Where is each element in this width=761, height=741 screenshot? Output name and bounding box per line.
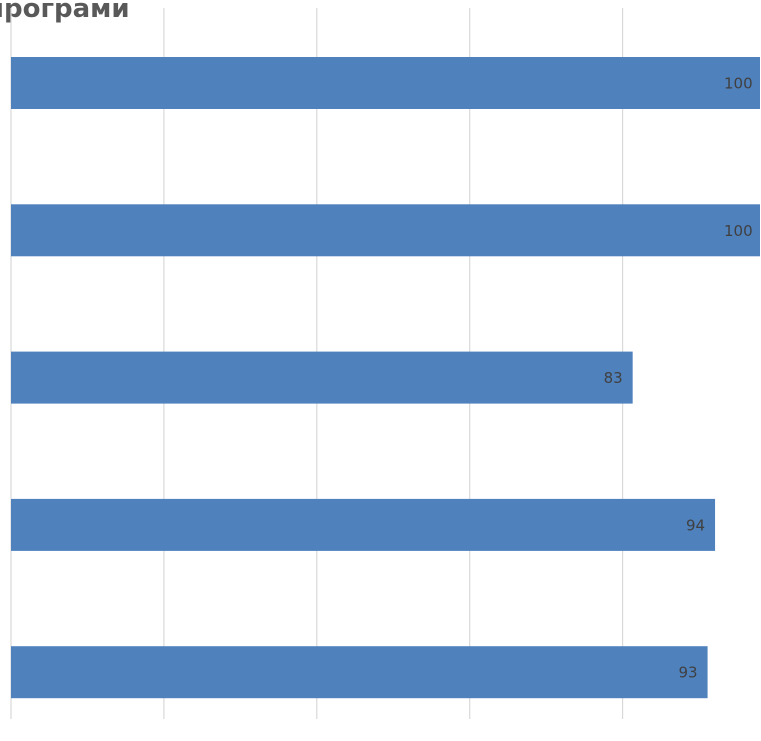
data-label-5: 93 [678,664,697,682]
data-label-1: 100 [724,75,753,93]
bar-1 [11,57,760,109]
bars [11,57,760,699]
data-label-2: 100 [724,222,753,240]
bar-2 [11,204,760,257]
data-label-4: 94 [686,516,705,534]
chart-title: програми [0,0,130,24]
bar-3 [11,351,633,404]
data-label-3: 83 [604,369,623,387]
bar-4 [11,498,716,551]
bar-5 [11,646,708,699]
data-labels: 100 100 83 94 93 [604,75,753,682]
